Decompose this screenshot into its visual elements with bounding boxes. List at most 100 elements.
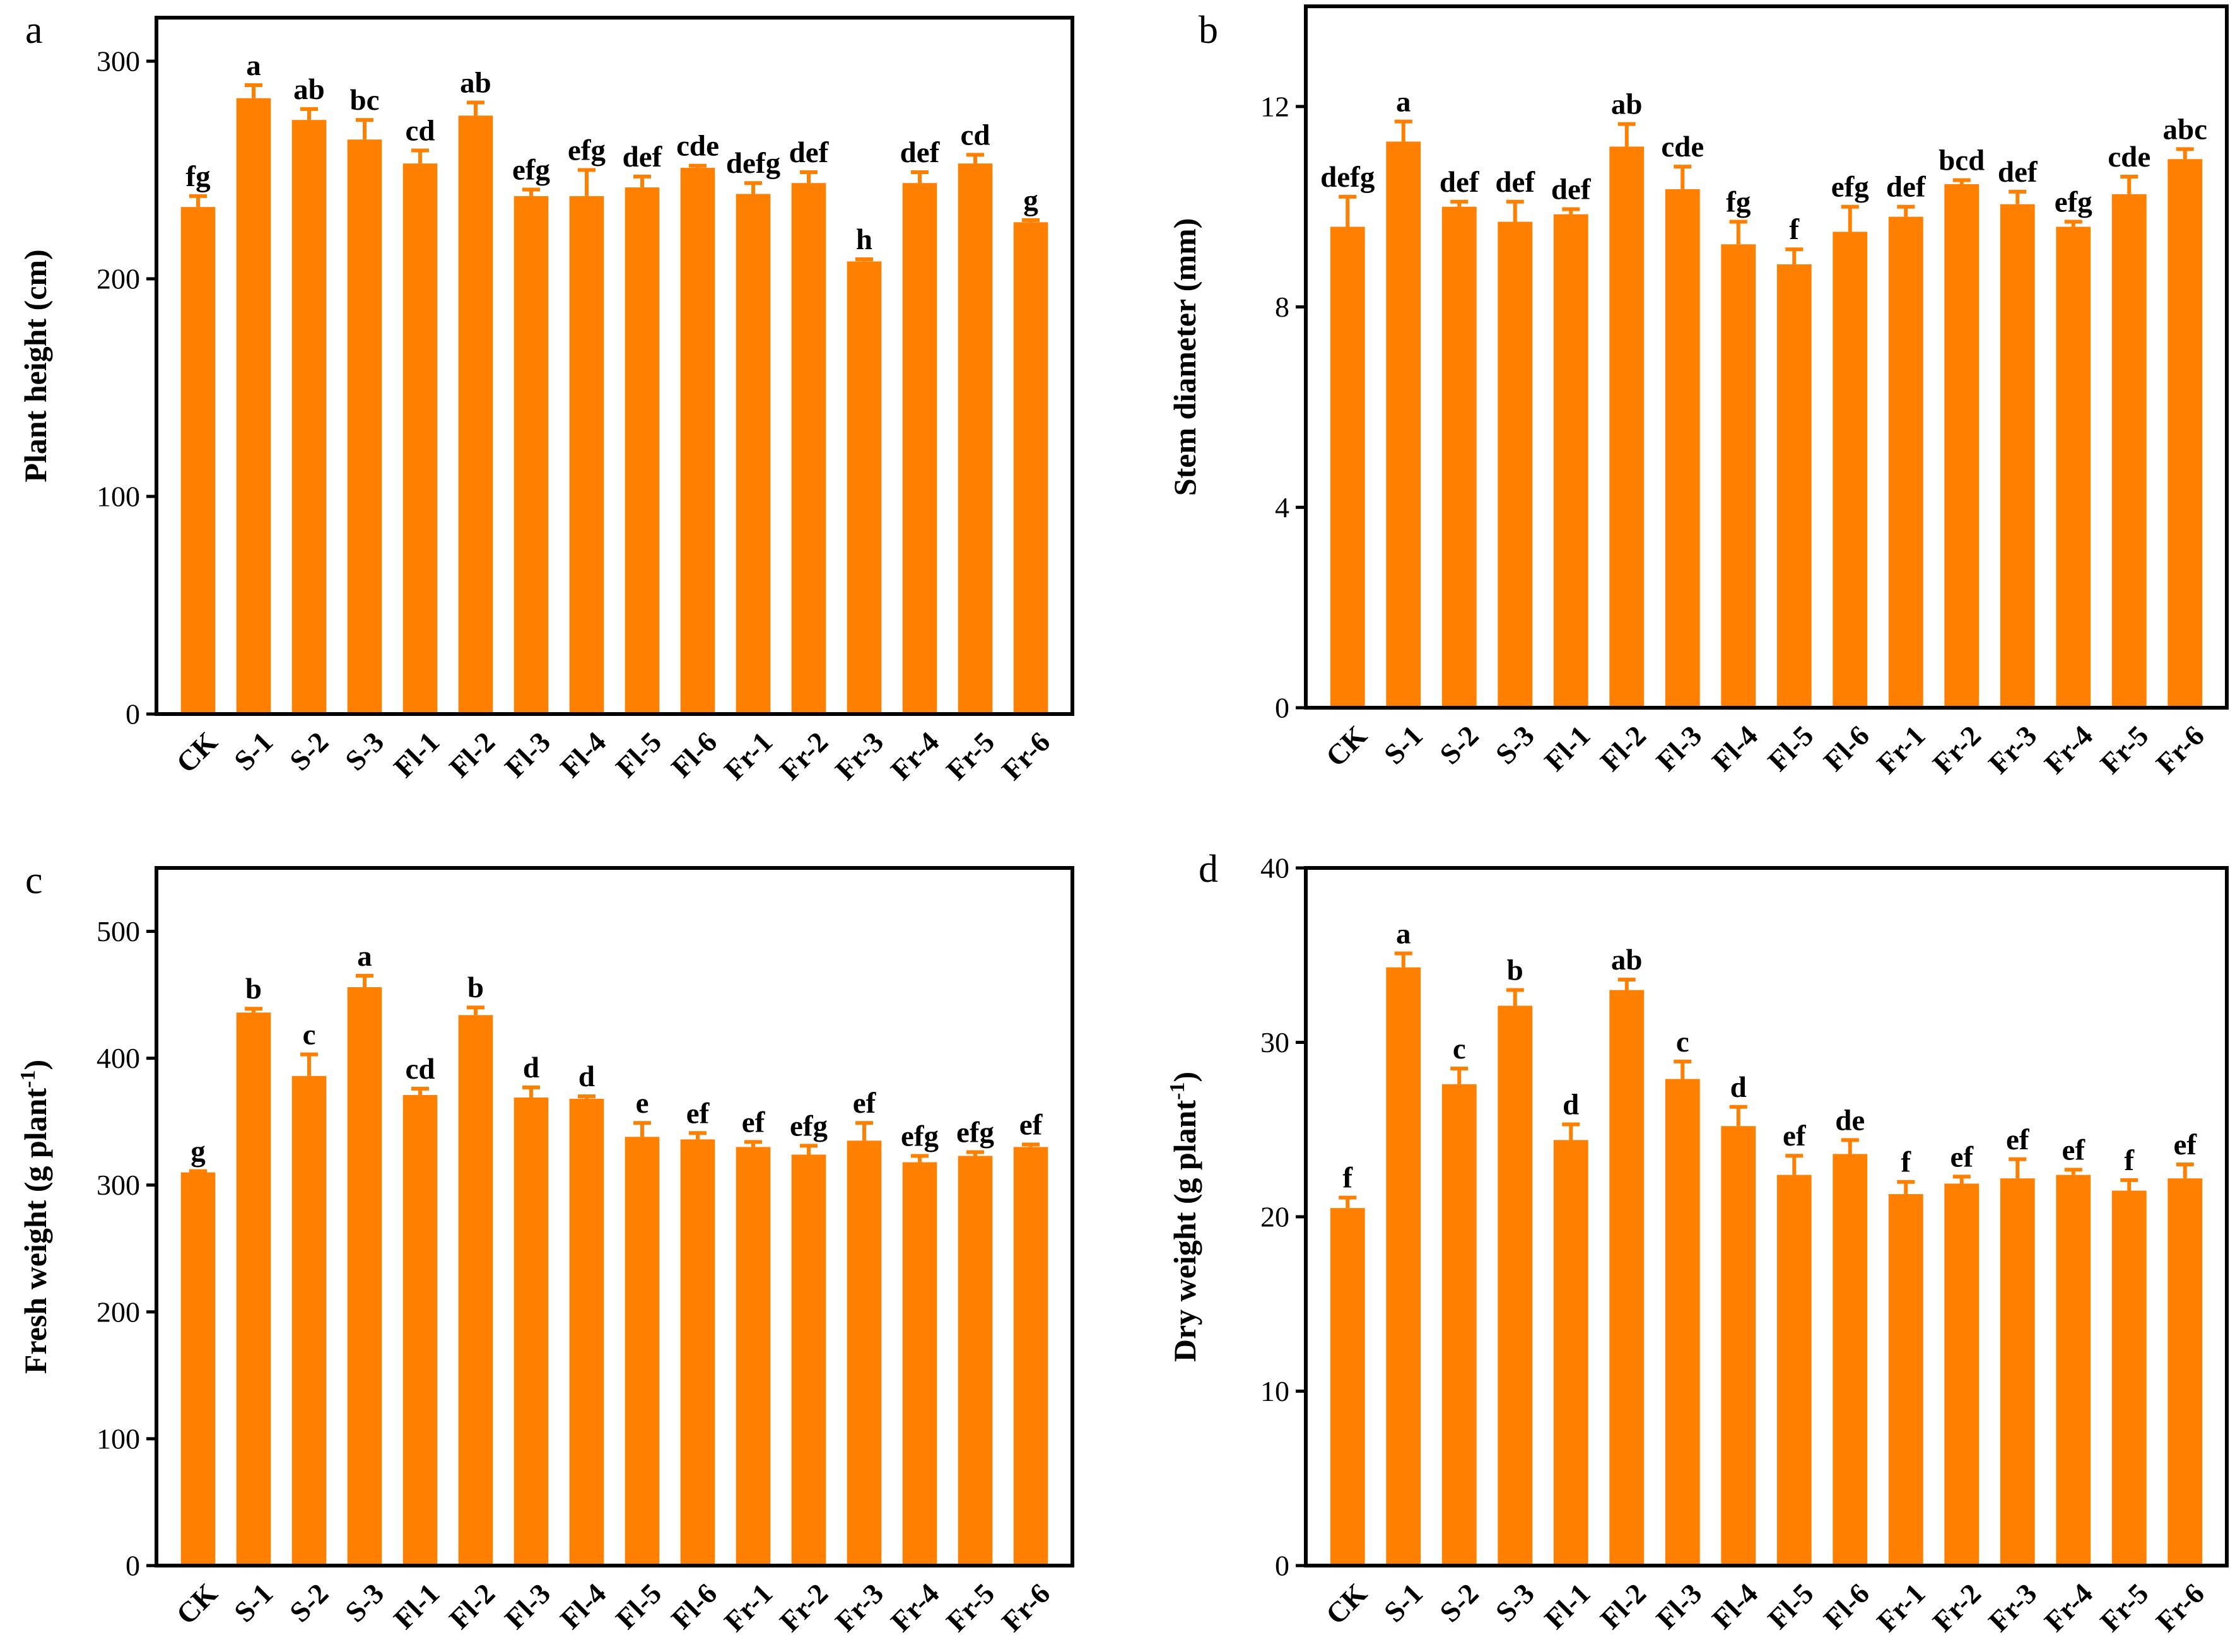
panel-a-plot: fg CK a S-1 ab S-2 bc S-3 cd Fl-1 ab Fl-2 efg Fl-3 efg…	[18, 16, 1074, 786]
chart-a-x-tick-label-3: S-3	[339, 725, 390, 776]
chart-d-x-tick-label-5: Fl-2	[1594, 1577, 1652, 1635]
chart-c-sig-letter-5: b	[467, 971, 484, 1004]
chart-b-x-tick-label-7: Fl-4	[1706, 719, 1764, 777]
chart-a-bar-3	[347, 139, 382, 714]
chart-a-sig-letter-5: ab	[460, 67, 491, 100]
chart-c-sig-letter-10: ef	[742, 1106, 766, 1139]
chart-b-sig-letter-9: efg	[1831, 171, 1870, 204]
chart-a-x-tick-label-4: Fl-1	[387, 725, 445, 783]
chart-a-bar-15	[1013, 222, 1048, 714]
chart-d-y-axis-label: Dry weight (g plant-1)	[1166, 1072, 1203, 1362]
chart-a-sig-letter-1: a	[246, 49, 261, 82]
chart-b-bar-15	[2168, 159, 2203, 708]
chart-c-bar-13	[902, 1162, 937, 1566]
chart-d-sig-letter-3: b	[1507, 954, 1523, 987]
chart-b-y-axis-label: Stem diameter (mm)	[1167, 218, 1202, 496]
chart-d-sig-letter-10: f	[1901, 1146, 1911, 1179]
panel-b-letter: b	[1199, 9, 1218, 52]
chart-d-sig-letter-8: ef	[1783, 1120, 1807, 1152]
chart-c-sig-letter-4: cd	[406, 1053, 435, 1086]
chart-a-x-tick-label-13: Fr-4	[884, 725, 945, 786]
chart-a-sig-letter-9: cde	[676, 130, 719, 163]
chart-a-bar-6	[513, 196, 549, 714]
chart-b-x-tick-label-14: Fr-5	[2094, 719, 2154, 780]
chart-b-sig-letter-11: bcd	[1939, 144, 1985, 177]
chart-c-y-tick-label-3: 300	[97, 1169, 140, 1201]
chart-c-sig-letter-8: e	[636, 1087, 649, 1120]
chart-b-sig-letter-15: abc	[2163, 113, 2208, 146]
chart-d-sig-letter-14: f	[2124, 1144, 2135, 1177]
chart-c-x-tick-label-10: Fr-1	[718, 1577, 778, 1637]
chart-d-sig-letter-0: f	[1342, 1162, 1353, 1195]
chart-c-x-tick-label-15: Fr-6	[995, 1577, 1056, 1637]
chart-b-bar-2	[1441, 206, 1477, 708]
chart-c-x-tick-label-3: S-3	[339, 1577, 390, 1628]
chart-d-x-tick-label-15: Fr-6	[2150, 1577, 2210, 1637]
chart-d-sig-letter-7: d	[1730, 1071, 1747, 1104]
chart-d-x-tick-label-3: S-3	[1489, 1577, 1540, 1628]
chart-c-bar-14	[958, 1156, 993, 1566]
chart-a-x-tick-label-1: S-1	[228, 725, 279, 776]
chart-d-y-tick-label-2: 20	[1260, 1201, 1289, 1233]
chart-d-x-tick-label-14: Fr-5	[2094, 1577, 2154, 1637]
chart-d-x-tick-label-10: Fr-1	[1870, 1577, 1931, 1637]
chart-a-x-tick-label-10: Fr-1	[718, 725, 778, 786]
chart-b-bar-11	[1944, 184, 1980, 708]
chart-d-y-axis-label-main: Dry weight (g plant	[1167, 1100, 1202, 1362]
chart-b-bar-0	[1330, 226, 1365, 708]
chart-a-x-tick-label-6: Fl-3	[498, 725, 556, 783]
chart-d-y-tick-label-4: 40	[1260, 852, 1289, 884]
chart-b-bar-4	[1553, 214, 1588, 708]
chart-c-sig-letter-9: ef	[686, 1097, 710, 1130]
chart-b-x-tick-label-6: Fl-3	[1650, 719, 1708, 777]
chart-b-bar-7	[1721, 244, 1756, 708]
chart-a-bar-8	[625, 187, 660, 715]
chart-b-x-tick-label-5: Fl-2	[1594, 719, 1652, 777]
chart-d-sig-letter-12: ef	[2006, 1123, 2030, 1156]
chart-c-bar-2	[291, 1075, 327, 1566]
chart-d-x-tick-label-6: Fl-3	[1650, 1577, 1708, 1635]
chart-b-x-tick-label-13: Fr-4	[2038, 719, 2099, 780]
chart-c-x-tick-label-7: Fl-4	[554, 1577, 612, 1635]
panel-c-plot: g CK b S-1 c S-2 a S-3 cd Fl-1 b Fl-2 d Fl-3 d Fl-4 e Fl-…	[16, 866, 1074, 1637]
chart-c-sig-letter-3: a	[357, 940, 372, 973]
panel-c: c g CK b S-1 c S-2 a S-3 cd Fl-1 b Fl-2 d Fl-3 d Fl-4 e F…	[16, 859, 1074, 1637]
chart-a-x-tick-label-12: Fr-3	[829, 725, 889, 786]
chart-a-bar-10	[736, 194, 771, 714]
chart-c-sig-letter-11: efg	[790, 1110, 828, 1142]
panel-d-letter: d	[1199, 848, 1218, 891]
chart-b-x-tick-label-8: Fl-5	[1761, 719, 1819, 777]
chart-b-sig-letter-6: cde	[1661, 131, 1704, 163]
chart-d-sig-letter-9: de	[1835, 1104, 1865, 1137]
chart-d-y-tick-label-1: 10	[1260, 1375, 1289, 1407]
chart-b-bar-5	[1609, 146, 1645, 708]
chart-d-bar-3	[1498, 1005, 1533, 1566]
chart-d-y-tick-label-3: 30	[1260, 1026, 1289, 1058]
chart-a-sig-letter-11: def	[789, 136, 830, 169]
chart-a-sig-letter-13: def	[900, 136, 941, 169]
chart-b-bar-1	[1386, 141, 1421, 708]
chart-b-y-tick-label-2: 8	[1275, 291, 1289, 323]
chart-b-sig-letter-0: defg	[1320, 161, 1375, 194]
chart-b-sig-letter-7: fg	[1726, 186, 1751, 219]
chart-d-bar-0	[1330, 1208, 1365, 1566]
panel-c-letter: c	[25, 859, 43, 902]
chart-a-bar-5	[458, 115, 493, 714]
chart-a-bar-14	[958, 163, 993, 714]
chart-a-bar-4	[402, 163, 438, 714]
chart-a-sig-letter-10: defg	[726, 147, 781, 180]
chart-d-bar-11	[1944, 1183, 1980, 1566]
chart-b-x-tick-label-12: Fr-3	[1982, 719, 2043, 780]
chart-a-bar-2	[291, 120, 327, 714]
chart-c-x-tick-label-12: Fr-3	[829, 1577, 889, 1637]
chart-b-sig-letter-10: def	[1886, 171, 1927, 204]
chart-d-bar-10	[1888, 1194, 1923, 1566]
chart-c-x-tick-label-8: Fl-5	[609, 1577, 667, 1635]
chart-c-sig-letter-6: d	[523, 1052, 539, 1084]
chart-a-sig-letter-3: bc	[350, 84, 380, 117]
chart-d-x-tick-label-0: CK	[1320, 1577, 1373, 1631]
chart-b-x-tick-label-4: Fl-1	[1538, 719, 1596, 777]
chart-c-bar-10	[736, 1147, 771, 1566]
chart-d-bar-8	[1776, 1175, 1812, 1566]
